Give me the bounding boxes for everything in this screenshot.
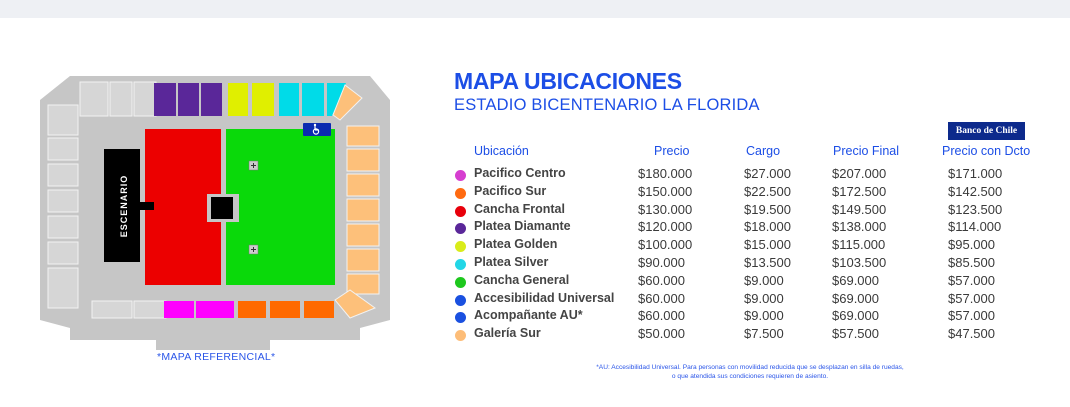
wheelchair-icon <box>312 123 320 135</box>
final-price: $172.500 <box>832 183 887 199</box>
color-dot <box>455 294 466 306</box>
table-row: Galería Sur $50.000 $7.500 $57.500 $47.5… <box>0 326 1070 344</box>
footnote-line: o que atendida sus condiciones requieren… <box>671 373 829 380</box>
header-ubicacion: Ubicación <box>474 144 529 158</box>
location-name: Accesibilidad Universal <box>474 290 615 305</box>
location-name: Platea Golden <box>474 237 558 252</box>
discount-price: $95.000 <box>948 237 995 253</box>
first-aid-icon <box>248 160 259 171</box>
color-dot <box>455 241 466 253</box>
charge: $9.000 <box>744 272 784 288</box>
stage-label: ESCENARIO <box>119 175 129 238</box>
color-dot <box>455 223 466 235</box>
charge: $22.500 <box>744 183 791 199</box>
color-dot <box>455 187 466 199</box>
page-subtitle: ESTADIO BICENTENARIO LA FLORIDA <box>454 96 760 114</box>
price: $60.000 <box>638 290 685 306</box>
discount-price: $85.500 <box>948 255 995 270</box>
discount-price: $57.000 <box>948 290 995 306</box>
table-row: Accesibilidad Universal $60.000 $9.000 $… <box>0 291 1070 309</box>
stadium-map: ESCENARIO <box>40 76 390 350</box>
final-price: $57.500 <box>832 326 879 342</box>
price: $90.000 <box>638 255 685 270</box>
location-name: Pacifico Sur <box>474 183 547 198</box>
section-pacifico-sur <box>238 301 266 318</box>
table-row: Pacifico Centro $180.000 $27.000 $207.00… <box>0 166 1070 184</box>
stage <box>104 149 140 262</box>
section-west <box>47 137 79 161</box>
section-west <box>47 104 79 136</box>
discount-price: $57.000 <box>948 272 995 288</box>
location-name: Pacifico Centro <box>474 166 566 180</box>
location-name: Acompañante AU* <box>474 308 583 323</box>
charge: $18.000 <box>744 219 791 235</box>
location-name: Galería Sur <box>474 326 541 341</box>
color-dot <box>455 205 466 217</box>
page-title: MAPA UBICACIONES <box>454 68 682 94</box>
banco-de-chile-logo: Banco de Chile <box>948 122 1025 140</box>
charge: $7.500 <box>744 326 784 342</box>
header-precio-final: Precio Final <box>833 144 899 158</box>
location-name: Platea Silver <box>474 255 549 269</box>
section-pacifico-centro <box>164 301 194 318</box>
charge: $9.000 <box>744 308 784 324</box>
control-booth <box>211 197 233 219</box>
final-price: $115.000 <box>832 237 886 253</box>
price: $60.000 <box>638 308 685 324</box>
charge: $27.000 <box>744 166 791 181</box>
section-cancha-general <box>226 129 335 285</box>
color-dot <box>455 330 466 342</box>
final-price: $207.000 <box>832 166 887 181</box>
final-price: $149.500 <box>832 201 887 217</box>
final-price: $103.500 <box>832 255 887 270</box>
price: $180.000 <box>638 166 693 181</box>
table-row: Platea Silver $90.000 $13.500 $103.500 $… <box>0 255 1070 273</box>
price: $100.000 <box>638 237 693 253</box>
section-platea-silver <box>279 83 299 116</box>
top-bar <box>0 0 1070 18</box>
header-precio: Precio <box>654 144 690 158</box>
table-row: Platea Golden $100.000 $15.000 $115.000 … <box>0 237 1070 255</box>
discount-price: $47.500 <box>948 326 995 342</box>
section-galeria-sur <box>332 84 363 121</box>
color-dot <box>455 276 466 288</box>
location-name: Cancha General <box>474 272 570 287</box>
discount-price: $171.000 <box>948 166 1003 181</box>
table-row: Cancha Frontal $130.000 $19.500 $149.500… <box>0 202 1070 220</box>
final-price: $69.000 <box>832 308 879 324</box>
section-platea-diamante <box>154 83 176 116</box>
color-dot <box>455 312 466 324</box>
footnote: *AU: Accesibilidad Universal. Para perso… <box>540 363 960 381</box>
table-row: Platea Diamante $120.000 $18.000 $138.00… <box>0 219 1070 237</box>
section-platea-golden <box>228 83 248 116</box>
price: $120.000 <box>638 219 693 235</box>
discount-price: $123.500 <box>948 201 1003 217</box>
location-name: Platea Diamante <box>474 219 571 234</box>
location-name: Cancha Frontal <box>474 201 565 216</box>
map-caption: *MAPA REFERENCIAL* <box>157 351 276 363</box>
price: $60.000 <box>638 272 685 288</box>
color-dot <box>455 259 466 270</box>
discount-price: $57.000 <box>948 308 995 324</box>
color-dot <box>455 170 466 181</box>
charge: $9.000 <box>744 290 784 306</box>
header-cargo: Cargo <box>746 144 781 158</box>
table-row: Cancha General $60.000 $9.000 $69.000 $5… <box>0 273 1070 291</box>
final-price: $69.000 <box>832 290 879 306</box>
final-price: $69.000 <box>832 272 879 288</box>
table-row: Acompañante AU* $60.000 $9.000 $69.000 $… <box>0 308 1070 326</box>
header-precio-dcto: Precio con Dcto <box>942 144 1031 158</box>
price: $130.000 <box>638 201 693 217</box>
footnote-line: *AU: Accesibilidad Universal. Para perso… <box>596 364 904 371</box>
price: $150.000 <box>638 183 693 199</box>
charge: $19.500 <box>744 201 791 217</box>
discount-price: $142.500 <box>948 183 1003 199</box>
table-row: Pacifico Sur $150.000 $22.500 $172.500 $… <box>0 184 1070 202</box>
price: $50.000 <box>638 326 685 342</box>
charge: $13.500 <box>744 255 791 270</box>
final-price: $138.000 <box>832 219 887 235</box>
first-aid-icon <box>248 244 259 255</box>
charge: $15.000 <box>744 237 791 253</box>
discount-price: $114.000 <box>948 219 1002 235</box>
